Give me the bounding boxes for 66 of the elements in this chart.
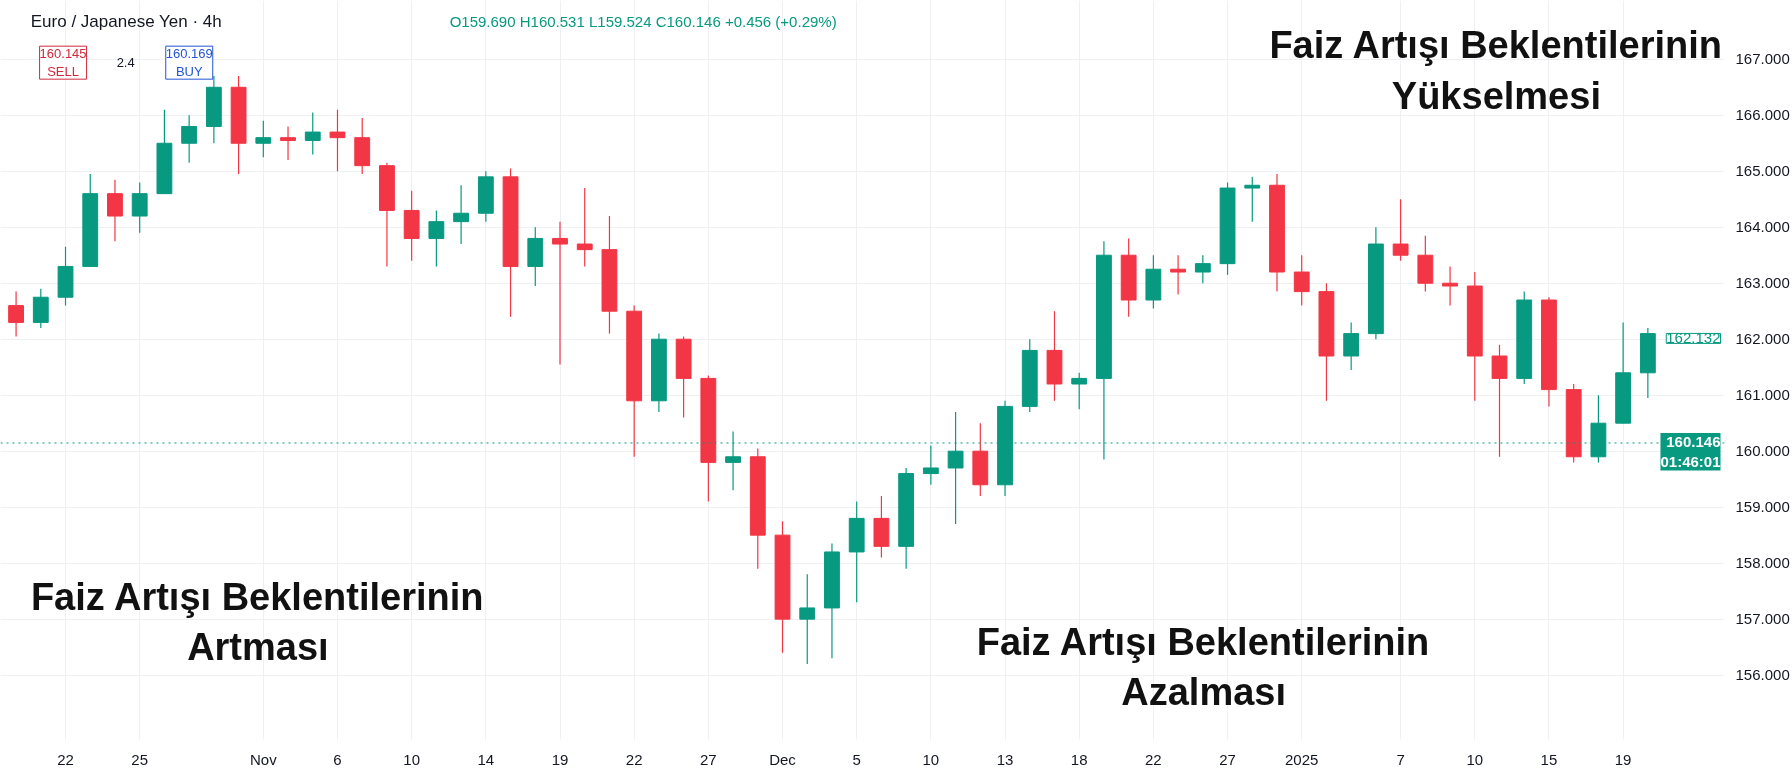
annotation: 160.169 BUY	[165, 46, 213, 80]
candlestick	[1194, 254, 1211, 284]
x-tick-label: 7	[1396, 750, 1405, 768]
candlestick	[181, 114, 198, 164]
candlestick	[1392, 198, 1409, 262]
x-tick-label: 10	[922, 750, 940, 768]
candlestick	[1343, 321, 1360, 371]
y-tick-label: 158.000	[1735, 554, 1790, 572]
candlestick	[329, 109, 346, 172]
candlestick	[8, 291, 24, 338]
candlestick	[131, 181, 148, 234]
y-tick-label: 161.000	[1735, 386, 1790, 404]
y-tick-label: 156.000	[1735, 666, 1790, 684]
candlestick	[552, 221, 568, 365]
candlestick	[428, 209, 445, 268]
x-tick-label: 2025	[1285, 750, 1319, 768]
ref-line-label: 160.146 01:46:01	[1660, 433, 1721, 471]
annotation: 2.4	[116, 55, 135, 71]
y-tick-label: 159.000	[1735, 498, 1790, 516]
x-tick-label: Nov	[249, 750, 278, 768]
x-tick-label: Dec	[769, 750, 797, 768]
y-tick-label: 166.000	[1735, 106, 1790, 124]
x-tick-label: 14	[477, 750, 495, 768]
y-tick-label: 164.000	[1735, 218, 1790, 236]
y-tick-label: 160.000	[1735, 442, 1790, 460]
x-tick-label: 27	[1219, 750, 1236, 768]
annotation: Faiz Artışı Beklentilerinin Azalması	[976, 621, 1430, 714]
candlestick	[576, 187, 593, 268]
x-tick-label: 22	[1145, 750, 1162, 768]
annotation: 160.145 SELL	[39, 46, 87, 80]
x-tick-label: 5	[852, 750, 861, 768]
candlestick	[1071, 372, 1088, 410]
candlestick	[1170, 254, 1187, 296]
candlestick	[922, 444, 939, 486]
x-tick-label: 27	[700, 750, 717, 768]
annotation: Faiz Artışı Beklentilerinin Artması	[30, 575, 484, 669]
candlestick	[1491, 344, 1508, 458]
y-tick-label: 157.000	[1735, 610, 1790, 628]
x-tick-label: 10	[1466, 750, 1484, 768]
text: O159.690 H160.531 L159.524 C160.146 +0.456 (+0.29%)	[449, 13, 837, 31]
x-tick-label: 19	[1614, 750, 1632, 768]
candlestick	[280, 125, 296, 161]
y-tick-label: 163.000	[1735, 274, 1790, 292]
candlestick	[1442, 265, 1458, 307]
x-tick-label: 13	[996, 750, 1014, 768]
candlestick	[453, 184, 470, 245]
candlestick	[107, 179, 123, 242]
x-tick-label: 15	[1540, 750, 1558, 768]
x-tick-label: 19	[551, 750, 569, 768]
candlestick	[255, 120, 272, 158]
text: Euro / Japanese Yen · 4h	[30, 12, 222, 32]
text: 162.132	[1666, 329, 1721, 347]
y-tick-label: 167.000	[1735, 50, 1790, 68]
x-tick-label: 22	[57, 750, 74, 768]
x-tick-label: 22	[625, 750, 643, 768]
x-tick-label: 25	[131, 750, 149, 768]
candlestick	[1244, 176, 1261, 223]
candlestick	[1293, 254, 1310, 307]
annotation: Faiz Artışı Beklentilerinin Yükselmesi	[1269, 24, 1722, 117]
x-tick-label: 10	[403, 750, 420, 768]
candlestick	[799, 573, 816, 665]
candlestick	[304, 111, 321, 156]
y-tick-label: 162.000	[1735, 330, 1790, 348]
y-tick-label: 165.000	[1735, 162, 1790, 180]
x-tick-label: 18	[1070, 750, 1088, 768]
x-tick-label: 6	[333, 750, 342, 768]
